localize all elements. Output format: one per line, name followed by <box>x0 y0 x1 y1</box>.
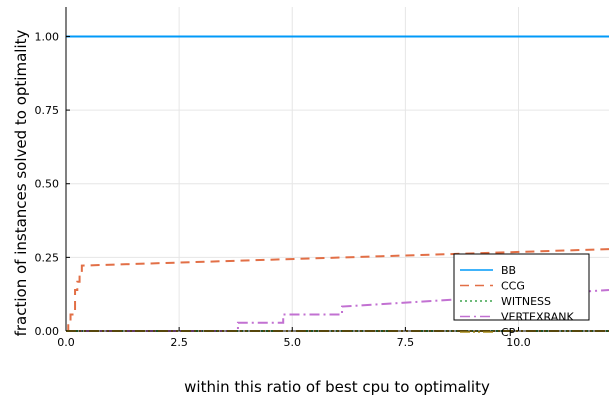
y-tick-label-0: 0.00 <box>35 325 60 338</box>
axes <box>65 7 609 332</box>
y-tick-label-4: 1.00 <box>35 30 60 43</box>
series-ccg-line <box>66 248 610 332</box>
legend-label-ccg: CCG <box>501 280 525 293</box>
tick-labels: 0.0 2.5 5.0 7.5 10.0 0.00 0.25 0.50 0.75 1.00 <box>35 30 531 349</box>
legend-label-cp: CP <box>501 326 516 339</box>
legend-label-witness: WITNESS <box>501 295 551 308</box>
y-axis-label: fraction of instances solved to optimali… <box>12 30 30 337</box>
x-tick-label-1: 2.5 <box>170 336 188 349</box>
legend-item-witness: WITNESS <box>460 295 551 308</box>
y-tick-label-2: 0.50 <box>35 178 60 191</box>
legend-item-vertexrank: VERTEXRANK <box>460 311 574 324</box>
legend-item-ccg: CCG <box>460 280 525 293</box>
y-tick-label-3: 0.75 <box>35 104 60 117</box>
x-tick-label-4: 10.0 <box>506 336 531 349</box>
legend-label-bb: BB <box>501 264 516 277</box>
y-tick-label-1: 0.25 <box>35 251 60 264</box>
legend-label-vertexrank: VERTEXRANK <box>501 311 574 324</box>
legend-item-cp: CP <box>460 326 516 339</box>
x-tick-label-2: 5.0 <box>284 336 302 349</box>
x-tick-label-0: 0.0 <box>57 336 75 349</box>
legend-box <box>453 253 590 321</box>
legend-item-bb: BB <box>460 264 516 277</box>
legend: BB CCG WITNESS VERTEXRANK CP <box>453 253 590 339</box>
legend-items: BB CCG WITNESS VERTEXRANK CP <box>460 264 574 339</box>
x-tick-label-3: 7.5 <box>397 336 415 349</box>
series-vertexrank-line <box>66 289 610 332</box>
x-axis-label: within this ratio of best cpu to optimal… <box>184 378 490 396</box>
